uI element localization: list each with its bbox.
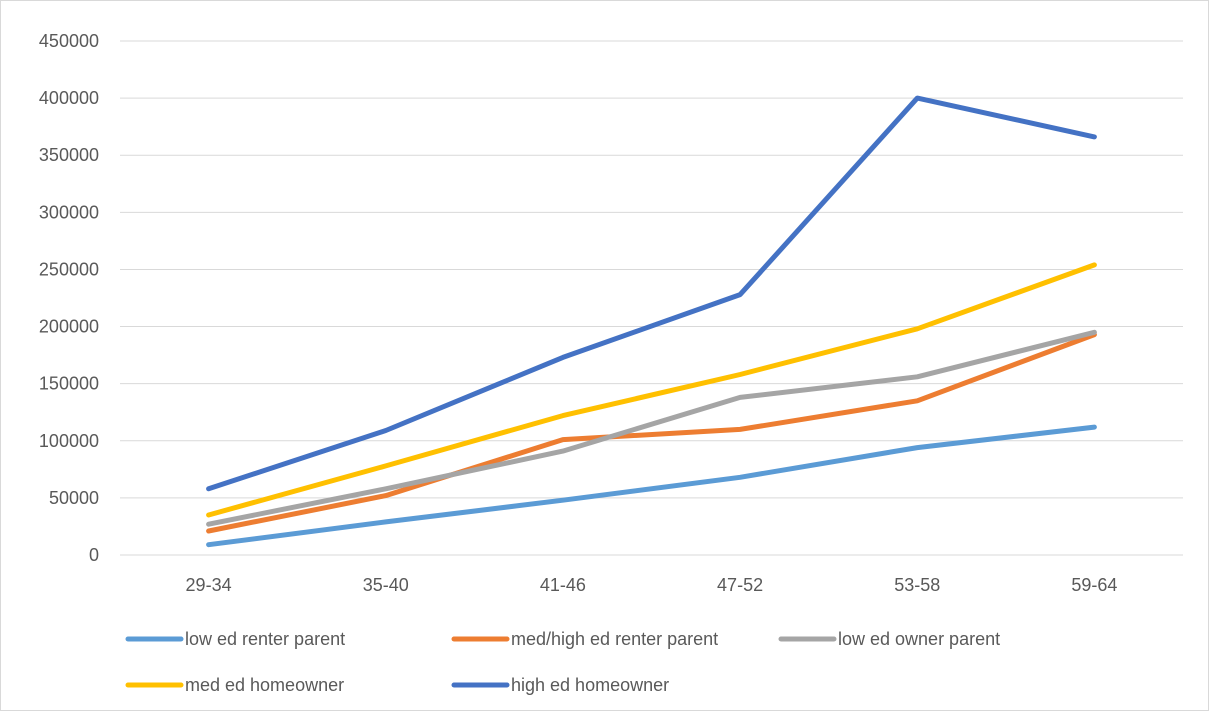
legend-label: low ed owner parent: [838, 629, 1000, 649]
y-tick-label: 150000: [39, 374, 99, 394]
x-axis-ticks: 29-34 35-40 41-46 47-52 53-58 59-64: [186, 575, 1118, 595]
y-tick-label: 300000: [39, 202, 99, 222]
x-tick-label: 47-52: [717, 575, 763, 595]
gridlines: [120, 40, 1183, 556]
y-tick-label: 250000: [39, 259, 99, 279]
legend: low ed renter parent med/high ed renter p…: [125, 629, 1000, 695]
y-tick-label: 0: [89, 545, 99, 565]
y-tick-label: 200000: [39, 317, 99, 337]
x-tick-label: 35-40: [363, 575, 409, 595]
series-line: [206, 332, 1097, 534]
series-line: [206, 262, 1097, 518]
x-tick-label: 41-46: [540, 575, 586, 595]
x-tick-label: 59-64: [1071, 575, 1117, 595]
y-tick-label: 350000: [39, 145, 99, 165]
series-line: [206, 329, 1097, 527]
x-tick-label: 53-58: [894, 575, 940, 595]
x-tick-label: 29-34: [186, 575, 232, 595]
y-tick-label: 400000: [39, 88, 99, 108]
series-line: [206, 424, 1097, 548]
legend-label: low ed renter parent: [185, 629, 345, 649]
y-tick-label: 100000: [39, 431, 99, 451]
y-axis-ticks: 0 50000 100000 150000 200000 250000 300000 3500…: [39, 31, 99, 565]
y-tick-label: 50000: [49, 488, 99, 508]
legend-label: med ed homeowner: [185, 675, 344, 695]
plot-series: [206, 95, 1097, 548]
y-tick-label: 450000: [39, 31, 99, 51]
legend-label: med/high ed renter parent: [511, 629, 718, 649]
legend-label: high ed homeowner: [511, 675, 669, 695]
series-line: [206, 95, 1097, 492]
